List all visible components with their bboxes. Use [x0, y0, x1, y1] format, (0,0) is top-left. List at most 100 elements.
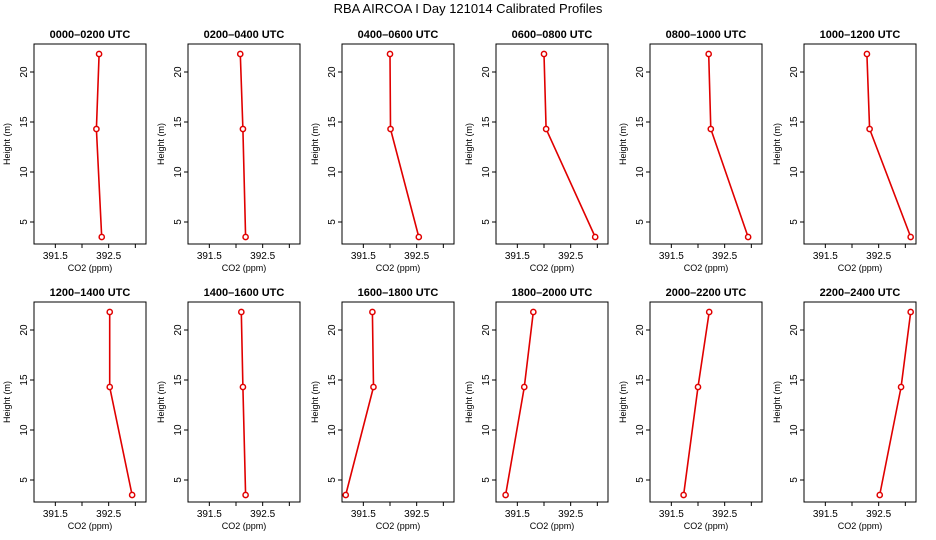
- panel-title: 0800–1000 UTC: [666, 29, 747, 41]
- panel-title: 2000–2200 UTC: [666, 287, 747, 299]
- plot-frame: [649, 301, 763, 503]
- profile-point: [680, 491, 687, 499]
- y-tick-label: 10: [19, 166, 30, 178]
- y-axis-label: Height (m): [618, 123, 628, 165]
- panel-title: 0200–0400 UTC: [204, 29, 285, 41]
- x-tick-label: 391.5: [813, 509, 838, 520]
- y-tick-label: 15: [19, 116, 30, 128]
- y-tick-label: 5: [327, 219, 338, 225]
- profile-line: [707, 53, 749, 238]
- y-tick-label: 10: [327, 166, 338, 178]
- x-tick-label: 392.5: [96, 509, 121, 520]
- profile-line: [504, 311, 535, 496]
- y-axis-label: Height (m): [464, 123, 474, 165]
- y-axis-label: Height (m): [156, 123, 166, 165]
- plot-frame: [803, 301, 917, 503]
- y-axis-label: Height (m): [2, 123, 12, 165]
- profile-point: [705, 308, 713, 316]
- profile-point: [707, 125, 715, 133]
- profile-point: [386, 50, 394, 58]
- y-tick-label: 10: [789, 424, 800, 436]
- y-tick-label: 15: [19, 374, 30, 386]
- y-tick-label: 20: [19, 66, 30, 78]
- y-tick-label: 15: [173, 374, 184, 386]
- x-tick-label: 392.5: [712, 251, 737, 262]
- profile-point: [239, 383, 247, 391]
- y-tick-label: 15: [789, 374, 800, 386]
- panel-title: 1000–1200 UTC: [820, 29, 901, 41]
- y-tick-label: 20: [173, 324, 184, 336]
- y-tick-label: 10: [481, 166, 492, 178]
- x-axis-label: CO2 (ppm): [684, 521, 729, 531]
- y-tick-label: 5: [789, 219, 800, 225]
- x-tick-label: 391.5: [43, 251, 68, 262]
- y-tick-label: 15: [173, 116, 184, 128]
- y-tick-label: 5: [19, 219, 30, 225]
- profile-line: [239, 53, 247, 238]
- y-tick-label: 5: [173, 477, 184, 483]
- y-axis-label: Height (m): [772, 123, 782, 165]
- y-tick-label: 5: [327, 477, 338, 483]
- x-tick-label: 391.5: [505, 509, 530, 520]
- x-tick-label: 391.5: [351, 251, 376, 262]
- profile-point: [694, 383, 702, 391]
- x-axis-label: CO2 (ppm): [68, 521, 113, 531]
- profile-point: [387, 125, 394, 133]
- x-axis-label: CO2 (ppm): [376, 521, 421, 531]
- y-tick-label: 5: [789, 477, 800, 483]
- y-tick-label: 10: [173, 166, 184, 178]
- panel-title: 2200–2400 UTC: [820, 287, 901, 299]
- y-tick-label: 20: [481, 324, 492, 336]
- profile-point: [370, 383, 377, 391]
- profile-line: [682, 311, 710, 496]
- y-tick-label: 20: [789, 324, 800, 336]
- y-axis-label: Height (m): [310, 123, 320, 165]
- y-tick-label: 10: [481, 424, 492, 436]
- x-tick-label: 392.5: [404, 251, 429, 262]
- y-tick-label: 15: [635, 116, 646, 128]
- plot-frame: [341, 43, 455, 245]
- panel-title: 1600–1800 UTC: [358, 287, 439, 299]
- y-tick-label: 20: [327, 66, 338, 78]
- profile-point: [540, 50, 548, 58]
- x-tick-label: 391.5: [197, 509, 222, 520]
- profile-point: [863, 50, 871, 58]
- y-tick-label: 5: [635, 219, 646, 225]
- y-tick-label: 15: [327, 374, 338, 386]
- y-tick-label: 5: [481, 219, 492, 225]
- profile-point: [744, 233, 752, 241]
- y-tick-label: 10: [19, 424, 30, 436]
- x-tick-label: 391.5: [813, 251, 838, 262]
- profile-point: [520, 383, 528, 391]
- y-axis-label: Height (m): [772, 381, 782, 423]
- x-axis-label: CO2 (ppm): [838, 521, 883, 531]
- profile-point: [106, 383, 114, 391]
- profile-point: [705, 50, 713, 58]
- panel-title: 1800–2000 UTC: [512, 287, 593, 299]
- x-tick-label: 392.5: [712, 509, 737, 520]
- y-axis-label: Height (m): [464, 381, 474, 423]
- y-axis-label: Height (m): [310, 381, 320, 423]
- plot-frame: [33, 301, 147, 503]
- x-tick-label: 392.5: [558, 251, 583, 262]
- plot-frame: [341, 301, 455, 503]
- profile-point: [237, 308, 245, 316]
- x-tick-label: 391.5: [659, 509, 684, 520]
- y-axis-label: Height (m): [156, 381, 166, 423]
- profile-line: [878, 311, 912, 496]
- profile-point: [907, 233, 915, 241]
- x-tick-label: 392.5: [404, 509, 429, 520]
- profile-line: [240, 311, 247, 496]
- x-tick-label: 391.5: [659, 251, 684, 262]
- profile-point: [369, 308, 376, 316]
- y-tick-label: 10: [327, 424, 338, 436]
- y-axis-label: Height (m): [618, 381, 628, 423]
- plot-frame: [187, 301, 301, 503]
- profile-point: [106, 308, 114, 316]
